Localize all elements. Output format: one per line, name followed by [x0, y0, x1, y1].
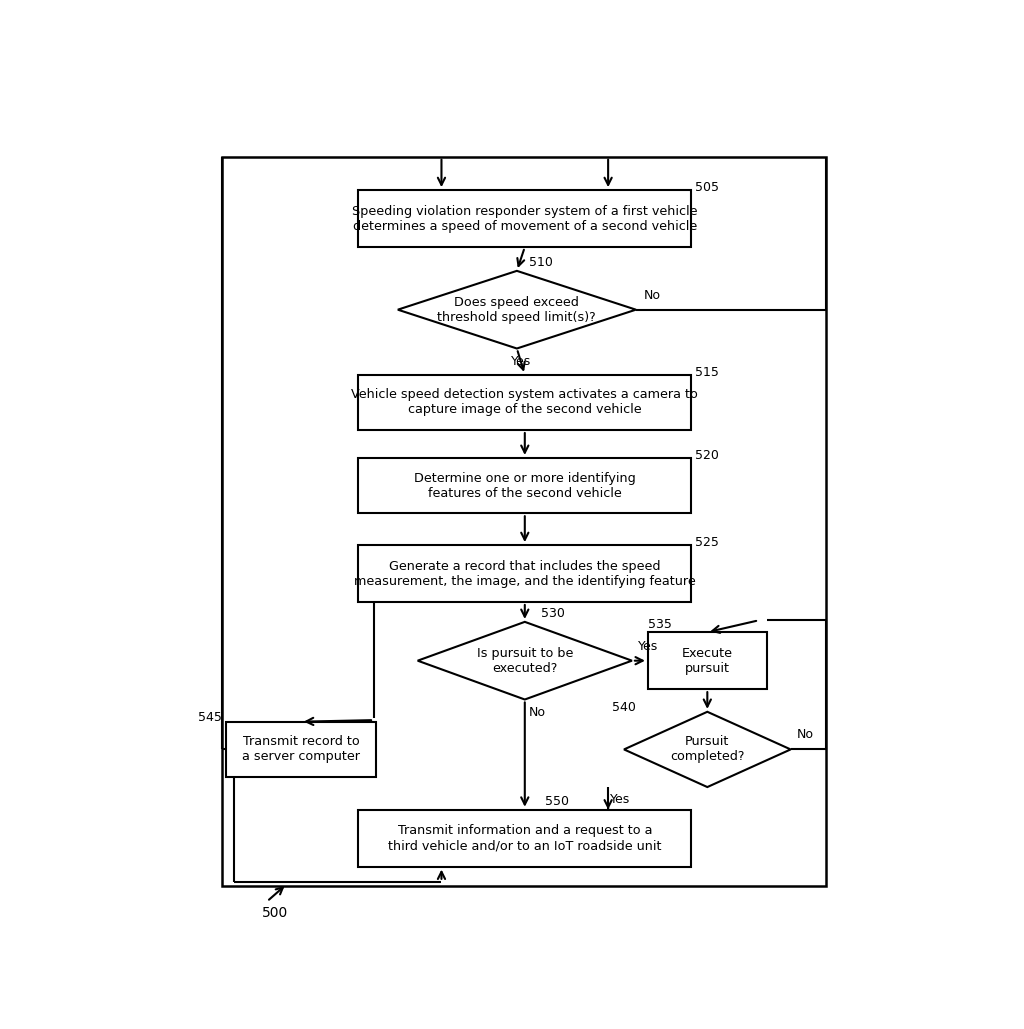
Text: No: No — [644, 289, 660, 301]
Text: Transmit information and a request to a
third vehicle and/or to an IoT roadside : Transmit information and a request to a … — [388, 824, 662, 852]
Text: 505: 505 — [695, 181, 720, 194]
Text: Yes: Yes — [511, 355, 531, 367]
FancyBboxPatch shape — [358, 545, 691, 602]
FancyBboxPatch shape — [358, 375, 691, 430]
FancyBboxPatch shape — [358, 458, 691, 513]
Text: Yes: Yes — [638, 640, 658, 652]
Text: 510: 510 — [528, 256, 553, 270]
Text: 550: 550 — [545, 795, 568, 808]
Text: 520: 520 — [695, 449, 719, 462]
Text: Is pursuit to be
executed?: Is pursuit to be executed? — [476, 646, 573, 675]
Polygon shape — [418, 622, 632, 700]
FancyBboxPatch shape — [358, 190, 691, 247]
Polygon shape — [397, 271, 636, 349]
Text: 540: 540 — [612, 701, 636, 714]
Polygon shape — [624, 712, 791, 787]
Text: Transmit record to
a server computer: Transmit record to a server computer — [242, 736, 360, 764]
Text: Pursuit
completed?: Pursuit completed? — [670, 736, 744, 764]
Text: 545: 545 — [198, 711, 222, 724]
Text: Does speed exceed
threshold speed limit(s)?: Does speed exceed threshold speed limit(… — [437, 295, 596, 324]
Text: No: No — [528, 706, 546, 719]
Text: Execute
pursuit: Execute pursuit — [682, 646, 733, 675]
Text: Vehicle speed detection system activates a camera to
capture image of the second: Vehicle speed detection system activates… — [351, 388, 698, 417]
FancyBboxPatch shape — [358, 810, 691, 866]
FancyBboxPatch shape — [225, 721, 377, 777]
Text: 500: 500 — [262, 907, 288, 920]
Text: 525: 525 — [695, 536, 719, 548]
Text: 535: 535 — [648, 617, 672, 631]
Text: 530: 530 — [541, 607, 564, 620]
Text: Speeding violation responder system of a first vehicle
determines a speed of mov: Speeding violation responder system of a… — [352, 205, 697, 233]
Text: Determine one or more identifying
features of the second vehicle: Determine one or more identifying featur… — [414, 471, 636, 499]
Text: No: No — [797, 729, 814, 742]
Text: 515: 515 — [695, 365, 719, 379]
FancyBboxPatch shape — [648, 632, 767, 689]
Text: Generate a record that includes the speed
measurement, the image, and the identi: Generate a record that includes the spee… — [354, 560, 695, 588]
Text: Yes: Yes — [610, 793, 630, 807]
